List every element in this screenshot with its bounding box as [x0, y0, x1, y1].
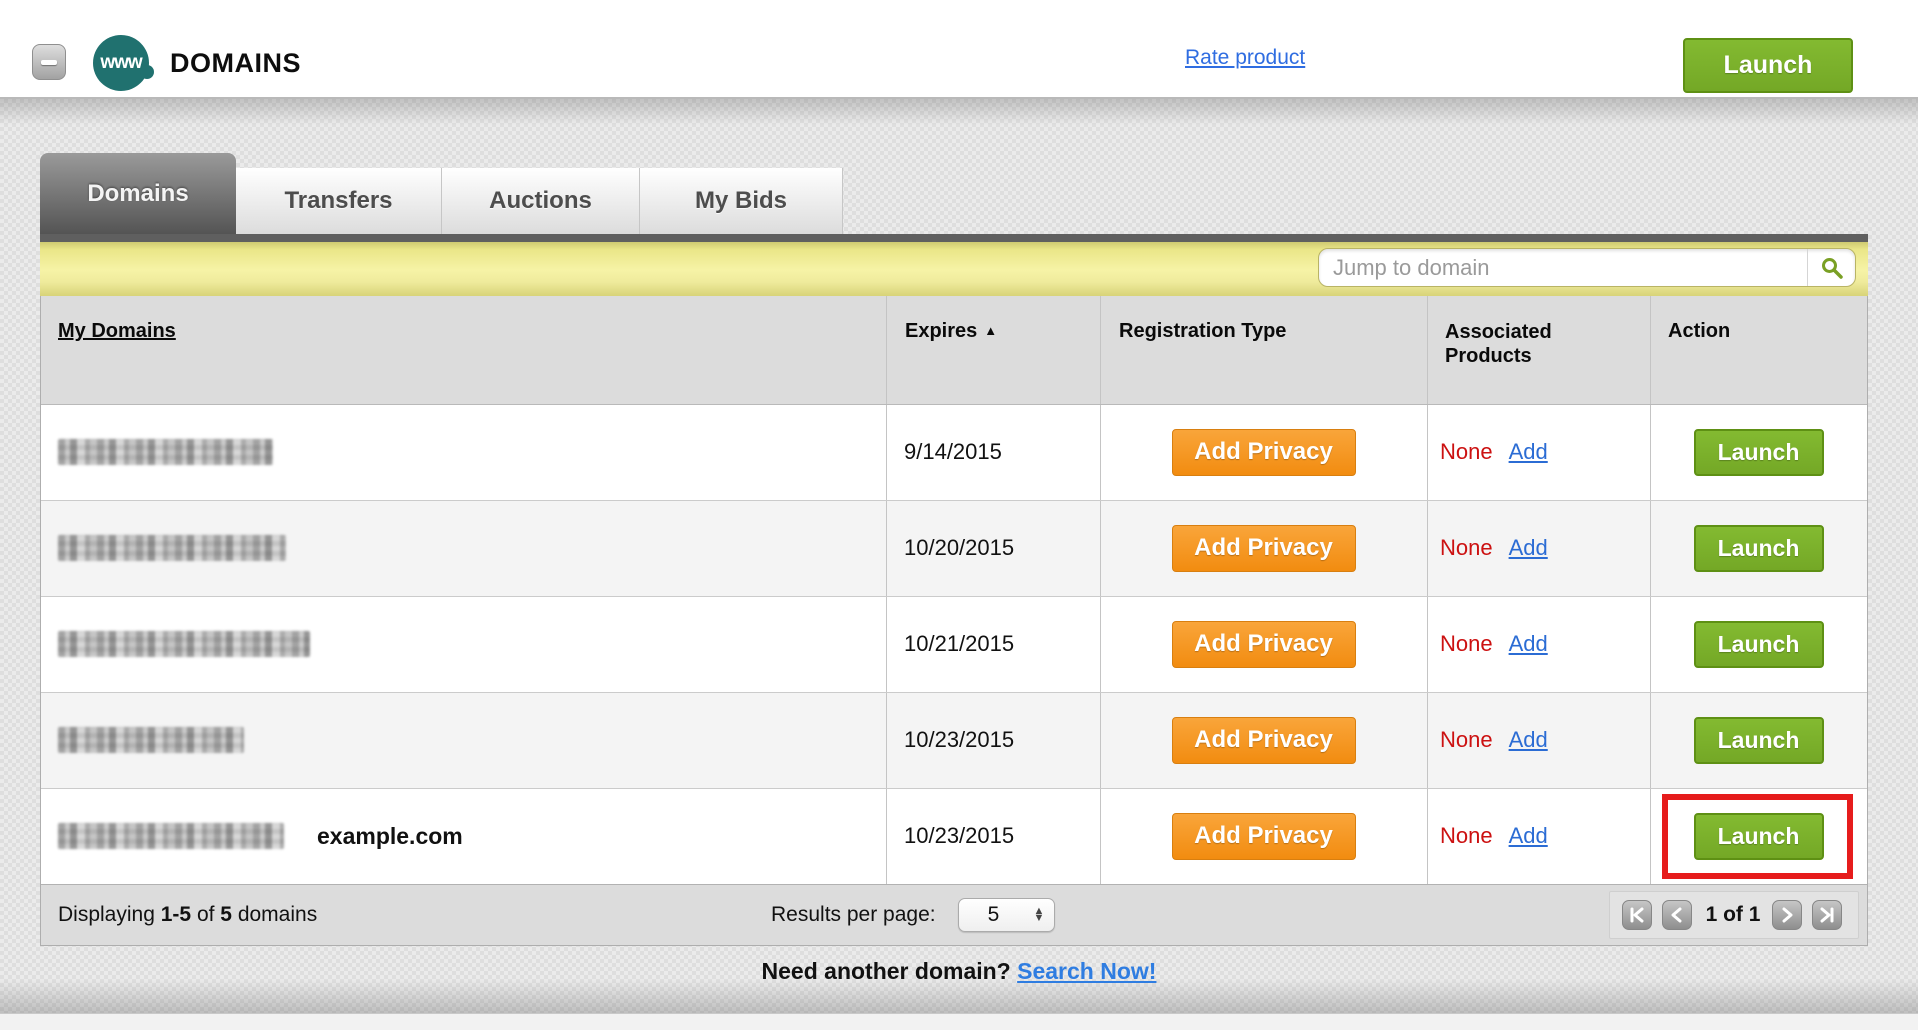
minus-icon: [41, 60, 57, 65]
table-footer: Displaying 1-5 of 5 domains Results per …: [41, 884, 1867, 945]
tab-domains[interactable]: Domains: [40, 153, 236, 234]
www-icon-text: www: [100, 52, 142, 73]
row-background: [41, 596, 1867, 692]
magnifier-icon: [1821, 257, 1843, 279]
redacted-domain: [58, 823, 284, 849]
launch-button[interactable]: Launch: [1693, 620, 1824, 668]
first-page-button[interactable]: [1622, 900, 1652, 930]
row-divider: [41, 404, 1867, 405]
search-button[interactable]: [1807, 249, 1855, 286]
row-divider: [41, 788, 1867, 789]
tab-my-bids[interactable]: My Bids: [640, 168, 843, 234]
highlight-annotation: [1662, 794, 1853, 879]
associated-none-label: None: [1440, 727, 1493, 752]
last-page-button[interactable]: [1812, 900, 1842, 930]
collapse-button[interactable]: [32, 44, 66, 80]
tab-strip-bar: [40, 234, 1868, 242]
expires-date: 9/14/2015: [904, 439, 1002, 464]
launch-button[interactable]: Launch: [1693, 716, 1824, 764]
column-header-action: Action: [1668, 320, 1731, 342]
row-background: [41, 500, 1867, 596]
results-per-page-select[interactable]: 5 ▲ ▼: [958, 898, 1055, 932]
column-header-registration-type: Registration Type: [1119, 320, 1287, 342]
column-header-expires[interactable]: Expires ▲: [905, 320, 998, 342]
table-header: My Domains Expires ▲ Registration Type As…: [41, 296, 1867, 404]
launch-button[interactable]: Launch: [1693, 428, 1824, 476]
add-product-link[interactable]: Add: [1508, 535, 1548, 560]
sort-asc-icon: ▲: [984, 323, 998, 338]
jump-to-domain-input[interactable]: [1319, 249, 1807, 286]
expires-date: 10/20/2015: [904, 535, 1015, 560]
tab-transfers[interactable]: Transfers: [236, 168, 442, 234]
launch-button[interactable]: Launch: [1693, 812, 1824, 860]
header-divider: [0, 97, 1918, 99]
tab-auctions[interactable]: Auctions: [442, 168, 640, 234]
domain-note: example.com: [317, 822, 463, 849]
table-row: 10/21/2015 Add Privacy None Add Launch: [41, 596, 1867, 692]
chevron-left-icon: [1671, 907, 1682, 923]
row-background: [41, 692, 1867, 788]
results-per-page-label: Results per page:: [771, 903, 936, 926]
first-page-icon: [1630, 907, 1644, 923]
expires-date: 10/23/2015: [904, 727, 1015, 752]
add-product-link[interactable]: Add: [1508, 727, 1548, 752]
page-status: 1 of 1: [1705, 903, 1761, 926]
page-bottom-strip: [0, 1013, 1918, 1030]
table-row: 9/14/2015 Add Privacy None Add Launch: [41, 404, 1867, 500]
table-row: 10/20/2015 Add Privacy None Add Launch: [41, 500, 1867, 596]
redacted-domain: [58, 631, 310, 657]
expires-date: 10/21/2015: [904, 631, 1015, 656]
column-divider: [1650, 296, 1651, 884]
stepper-icon: ▲ ▼: [1033, 905, 1045, 924]
row-background: [41, 788, 1867, 884]
row-divider: [41, 692, 1867, 693]
next-page-button[interactable]: [1772, 900, 1802, 930]
last-page-icon: [1820, 907, 1834, 923]
row-divider: [41, 596, 1867, 597]
chevron-right-icon: [1782, 907, 1793, 923]
column-header-my-domains[interactable]: My Domains: [58, 320, 176, 342]
redacted-domain: [58, 535, 286, 561]
search-now-link[interactable]: Search Now!: [1017, 958, 1157, 984]
previous-page-button[interactable]: [1662, 900, 1692, 930]
redacted-domain: [58, 439, 273, 465]
column-header-associated-products: Associated Products: [1445, 321, 1552, 367]
add-product-link[interactable]: Add: [1508, 631, 1548, 656]
add-privacy-button[interactable]: Add Privacy: [1171, 716, 1356, 764]
associated-none-label: None: [1440, 439, 1493, 464]
app-header: www DOMAINS Rate product Launch: [0, 0, 1918, 97]
page-title: DOMAINS: [170, 48, 301, 78]
add-privacy-button[interactable]: Add Privacy: [1171, 524, 1356, 572]
row-background: [41, 404, 1867, 500]
add-privacy-button[interactable]: Add Privacy: [1171, 428, 1356, 476]
redacted-domain: [58, 727, 244, 753]
associated-none-label: None: [1440, 535, 1493, 560]
associated-none-label: None: [1440, 631, 1493, 656]
add-privacy-button[interactable]: Add Privacy: [1171, 812, 1356, 860]
add-product-link[interactable]: Add: [1508, 439, 1548, 464]
results-per-page-value: 5: [987, 903, 1000, 926]
need-domain-prompt: Need another domain? Search Now!: [0, 958, 1918, 985]
expires-date: 10/23/2015: [904, 823, 1015, 848]
rate-product-link[interactable]: Rate product: [1185, 46, 1306, 69]
header-launch-button[interactable]: Launch: [1683, 38, 1853, 93]
column-divider: [1427, 296, 1428, 884]
displaying-status: Displaying 1-5 of 5 domains: [58, 903, 318, 926]
row-divider: [41, 500, 1867, 501]
column-divider: [1100, 296, 1101, 884]
www-globe-icon: www: [93, 35, 154, 91]
launch-button[interactable]: Launch: [1693, 524, 1824, 572]
table-row-highlighted: example.com 10/23/2015 Add Privacy None A…: [41, 788, 1867, 884]
add-product-link[interactable]: Add: [1508, 823, 1548, 848]
column-divider: [886, 296, 887, 884]
table-row: 10/23/2015 Add Privacy None Add Launch: [41, 692, 1867, 788]
associated-none-label: None: [1440, 823, 1493, 848]
need-domain-text: Need another domain?: [761, 958, 1011, 984]
jump-to-domain-box: [1318, 248, 1856, 287]
add-privacy-button[interactable]: Add Privacy: [1171, 620, 1356, 668]
